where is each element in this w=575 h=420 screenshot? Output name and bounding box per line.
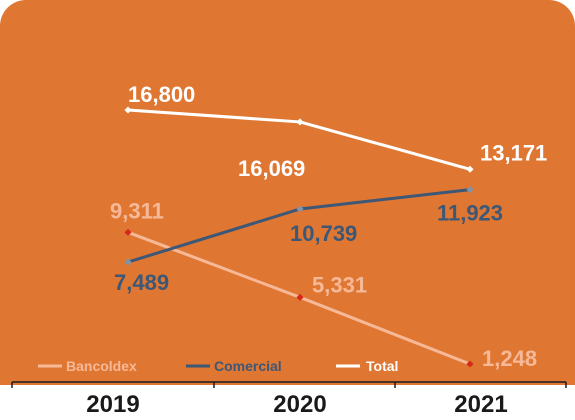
point-comercial-2021 <box>466 186 474 194</box>
bottom-white-band <box>0 385 575 420</box>
data-label-bancoldex-2019: 9,311 <box>110 198 164 223</box>
legend-label-bancoldex: Bancoldex <box>66 358 137 374</box>
data-label-total-2021: 13,171 <box>480 140 547 165</box>
data-label-total-2020: 16,069 <box>238 156 305 181</box>
point-bancoldex-2020 <box>296 293 304 301</box>
point-comercial-2020 <box>296 205 304 213</box>
legend: Bancoldex Comercial Total <box>38 358 398 374</box>
point-bancoldex-2019 <box>124 228 132 236</box>
data-label-bancoldex-2021: 1,248 <box>482 346 537 371</box>
point-bancoldex-2021 <box>466 360 474 368</box>
x-tick-label-2020: 2020 <box>273 391 326 418</box>
x-tick-label-2019: 2019 <box>86 391 139 418</box>
point-total-2021 <box>466 165 474 173</box>
point-comercial-2019 <box>124 258 132 266</box>
data-label-total-2019: 16,800 <box>128 82 195 107</box>
point-total-2019 <box>124 106 132 114</box>
x-axis-tick-labels: 2019 2020 2021 <box>11 382 567 418</box>
legend-label-total: Total <box>366 358 398 374</box>
data-label-comercial-2019: 7,489 <box>114 270 169 295</box>
x-tick-label-2021: 2021 <box>454 391 507 418</box>
data-label-layer: 9,311 5,331 1,248 7,489 10,739 11,923 16,800 16… <box>110 82 547 371</box>
legend-label-comercial: Comercial <box>214 358 282 374</box>
point-total-2020 <box>296 118 304 126</box>
data-label-comercial-2021: 11,923 <box>437 201 503 226</box>
data-label-comercial-2020: 10,739 <box>290 221 357 246</box>
data-label-bancoldex-2020: 5,331 <box>312 272 367 297</box>
series-layer <box>124 106 474 368</box>
